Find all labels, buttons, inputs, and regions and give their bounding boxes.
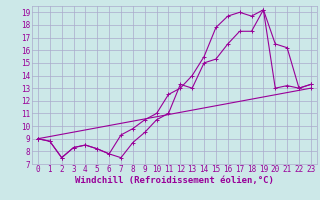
X-axis label: Windchill (Refroidissement éolien,°C): Windchill (Refroidissement éolien,°C): [75, 176, 274, 185]
